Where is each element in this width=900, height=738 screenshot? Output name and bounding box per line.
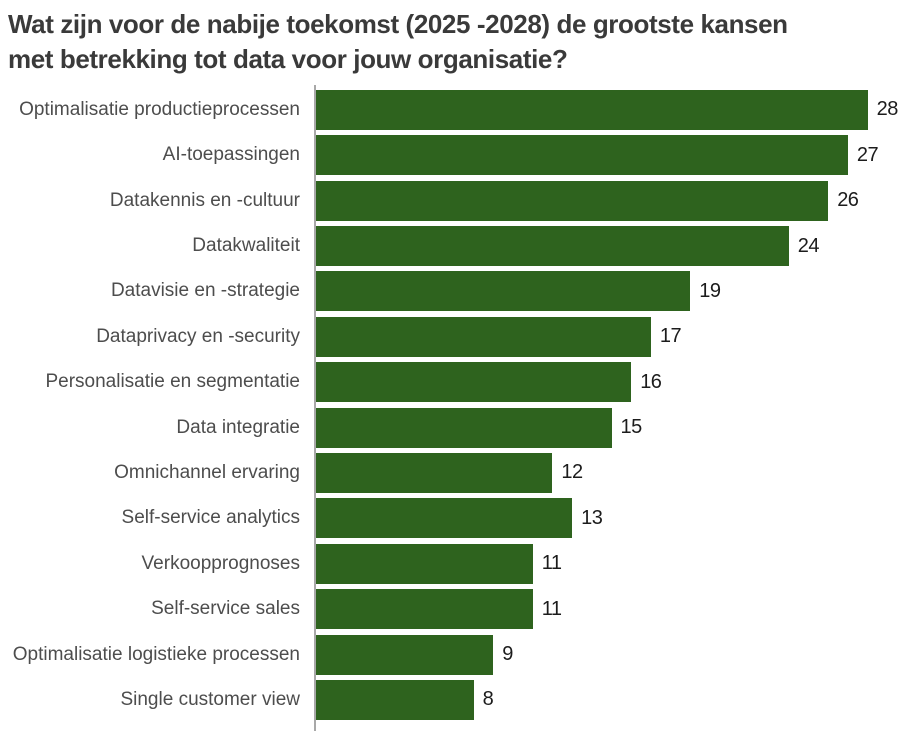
bar <box>316 589 533 630</box>
bar <box>316 679 474 720</box>
category-label: Omnichannel ervaring <box>114 461 300 483</box>
category-label: Optimalisatie productieprocessen <box>19 98 300 120</box>
bar <box>316 634 494 675</box>
bar-row: Datakennis en -cultuur 26 <box>0 178 900 223</box>
chart-title: Wat zijn voor de nabije toekomst (2025 -… <box>0 0 900 76</box>
bar <box>316 89 868 130</box>
value-label: 11 <box>541 552 562 575</box>
bar-track: 24 <box>316 223 900 268</box>
chart-title-line2: met betrekking tot data voor jouw organi… <box>8 43 568 74</box>
bar-row: AI-toepassingen 27 <box>0 133 900 178</box>
bar-track: 17 <box>316 314 900 359</box>
category-label: Single customer view <box>120 688 300 710</box>
bar <box>316 452 553 493</box>
category-label: Data integratie <box>176 416 300 438</box>
bar-row: Verkoopprognoses 11 <box>0 541 900 586</box>
bar-track: 8 <box>316 677 900 722</box>
category-label: Datakennis en -cultuur <box>109 189 300 211</box>
category-label: Self-service sales <box>151 598 300 620</box>
value-label: 19 <box>699 279 721 302</box>
bar <box>316 180 829 221</box>
bar-row: Datakwaliteit 24 <box>0 223 900 268</box>
bar-track: 28 <box>316 87 900 132</box>
chart-title-line1: Wat zijn voor de nabije toekomst (2025 -… <box>8 9 788 39</box>
bar <box>316 226 789 267</box>
value-label: 8 <box>482 688 494 711</box>
category-label: Datavisie en -strategie <box>110 280 300 302</box>
bar-track: 13 <box>316 496 900 541</box>
value-label: 9 <box>502 643 513 666</box>
category-label: Dataprivacy en -security <box>96 325 300 347</box>
bar-rows: Optimalisatie productieprocessen 28 AI-toe… <box>0 87 900 722</box>
value-label: 13 <box>581 506 603 529</box>
bar-row: Dataprivacy en -security 17 <box>0 314 900 359</box>
category-label: Optimalisatie logistieke processen <box>12 643 300 665</box>
bar-row: Optimalisatie logistieke processen 9 <box>0 632 900 677</box>
value-label: 24 <box>797 234 820 257</box>
bar <box>316 407 612 448</box>
bar-row: Personalisatie en segmentatie 16 <box>0 360 900 405</box>
bar <box>316 271 691 312</box>
y-axis-line <box>314 85 316 731</box>
bar-row: Single customer view 8 <box>0 677 900 722</box>
bar <box>316 543 533 584</box>
plot-area: Optimalisatie productieprocessen 28 AI-toe… <box>0 85 900 731</box>
category-label: AI-toepassingen <box>162 144 300 166</box>
value-label: 26 <box>837 189 859 212</box>
bar-track: 12 <box>316 450 900 495</box>
value-label: 17 <box>659 325 682 348</box>
bar-track: 11 <box>316 541 900 586</box>
bar-row: Optimalisatie productieprocessen 28 <box>0 87 900 132</box>
bar-track: 11 <box>316 586 900 631</box>
value-label: 28 <box>876 98 899 121</box>
bar-row: Datavisie en -strategie 19 <box>0 269 900 314</box>
value-label: 27 <box>856 143 879 166</box>
bar-track: 16 <box>316 360 900 405</box>
value-label: 16 <box>640 370 662 393</box>
bar-track: 19 <box>316 269 900 314</box>
bar-track: 27 <box>316 133 900 178</box>
bar <box>316 135 848 176</box>
value-label: 11 <box>541 597 562 620</box>
value-label: 15 <box>620 416 643 439</box>
bar-row: Omnichannel ervaring 12 <box>0 450 900 495</box>
bar-row: Data integratie 15 <box>0 405 900 450</box>
category-label: Verkoopprognoses <box>141 552 300 574</box>
value-label: 12 <box>561 461 583 484</box>
category-label: Self-service analytics <box>121 507 300 529</box>
category-label: Personalisatie en segmentatie <box>45 371 300 393</box>
bar <box>316 316 651 357</box>
bar-track: 9 <box>316 632 900 677</box>
bar <box>316 498 573 539</box>
bar-track: 15 <box>316 405 900 450</box>
bar-track: 26 <box>316 178 900 223</box>
bar-row: Self-service analytics 13 <box>0 496 900 541</box>
bar <box>316 362 632 403</box>
category-label: Datakwaliteit <box>192 235 300 257</box>
bar-row: Self-service sales 11 <box>0 586 900 631</box>
